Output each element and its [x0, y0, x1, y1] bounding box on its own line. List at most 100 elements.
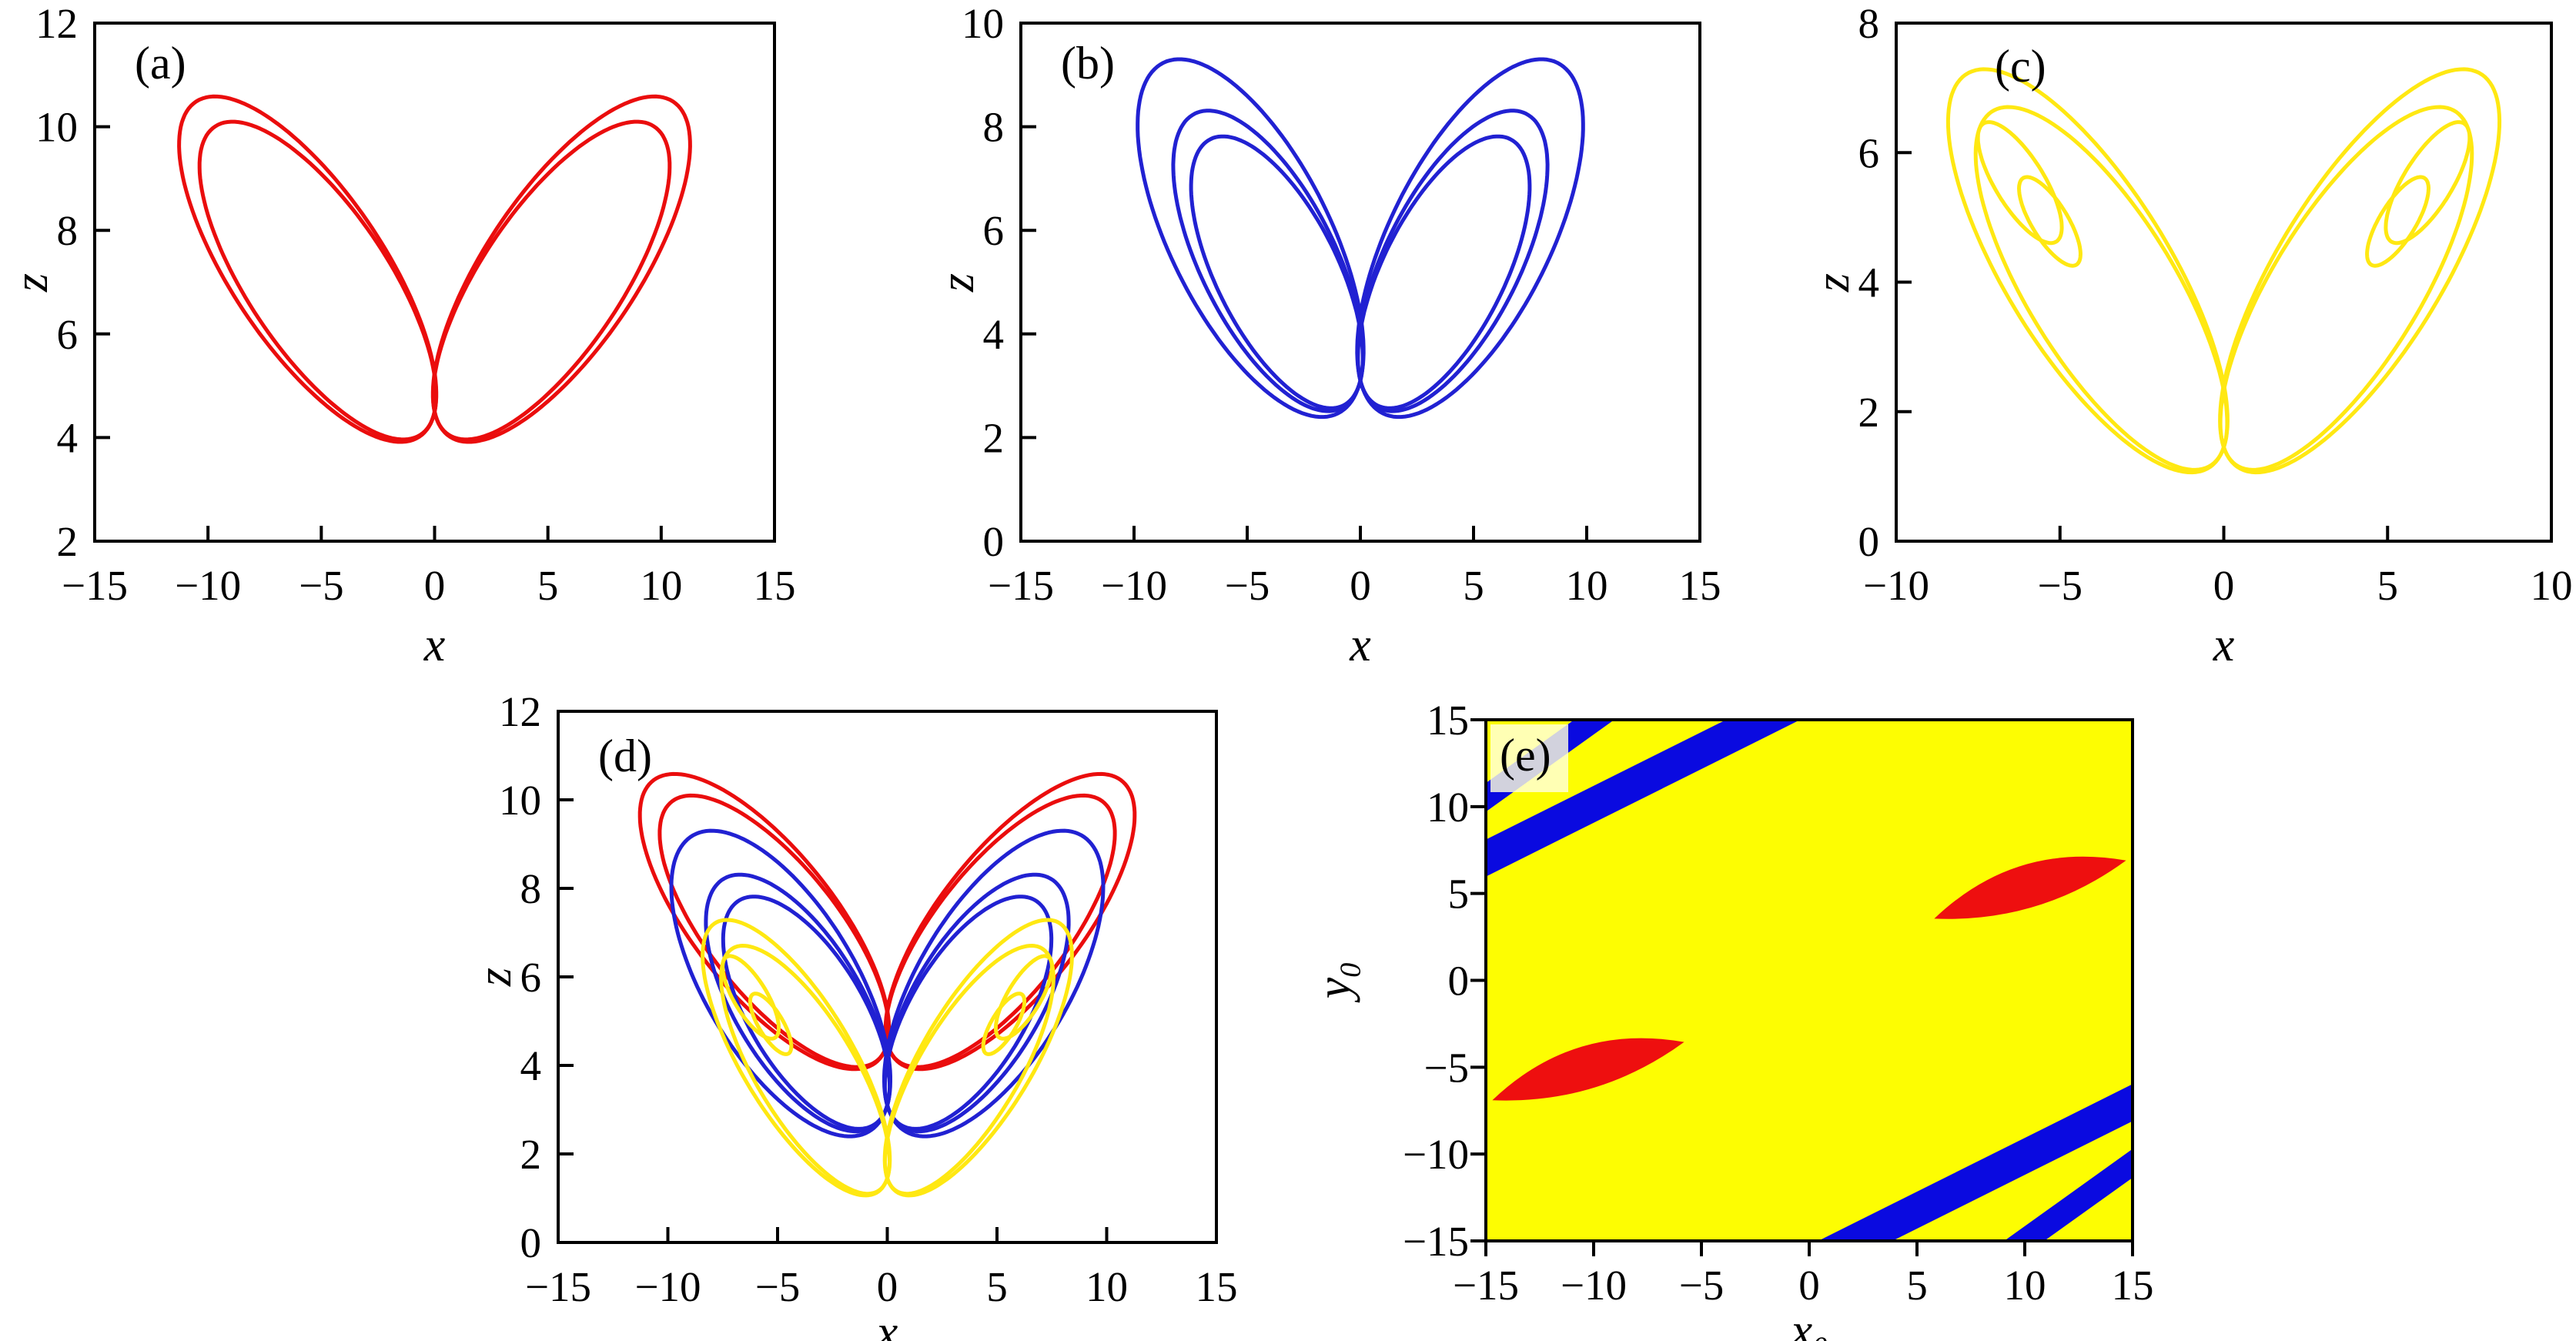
x-tick-label: 0	[1350, 562, 1371, 609]
y-tick-label: 4	[520, 1042, 542, 1089]
panel-d-tag: (d)	[598, 731, 652, 781]
y-tick-label: 5	[1448, 871, 1470, 918]
x-tick-label: 5	[537, 562, 559, 609]
x-tick-label: 15	[1196, 1263, 1238, 1310]
panel-c-ylabel: z	[1807, 273, 1859, 292]
x-tick-label: −10	[1863, 562, 1929, 609]
x-tick-label: 10	[1566, 562, 1608, 609]
x-tick-label: −10	[175, 562, 241, 609]
attractor-loop	[1356, 134, 1532, 410]
x-tick-label: −10	[1101, 562, 1167, 609]
x-tick-label: −15	[525, 1263, 591, 1310]
attractor-loop	[701, 918, 892, 1198]
x-tick-label: −15	[988, 562, 1054, 609]
y-tick-label: 6	[983, 207, 1005, 254]
panel-a-plot: −15 −10 −5 0 5 10 15 2 4 6 8 10 12	[35, 0, 796, 609]
attractor-loop	[431, 119, 672, 442]
y-tick-label: 4	[1858, 259, 1880, 306]
panel-e-plot: −15 −10 −5 0 5 10 15 −15 −10 −5 0 5 10 15	[1403, 697, 2154, 1309]
panel-c-data-layer	[1945, 67, 2502, 475]
y-tick-label: 15	[1427, 697, 1469, 744]
panel-a-ylabel-text: z	[5, 273, 58, 292]
panel-e-xlabel-text: x	[1791, 1305, 1813, 1341]
x-tick-label: −5	[1679, 1262, 1725, 1309]
panel-e-xlabel-subscript: 0	[1812, 1331, 1827, 1341]
panel-a-data-layer	[177, 94, 692, 444]
y-tick-label: 6	[57, 311, 79, 358]
x-tick-label: −5	[299, 562, 344, 609]
panel-d-ylabel: z	[469, 968, 521, 986]
basin-blue-stripe	[1818, 1084, 2133, 1241]
x-tick-label: −5	[755, 1263, 801, 1310]
x-tick-label: 0	[877, 1263, 898, 1310]
panel-b-ylabel: z	[932, 273, 984, 291]
panel-a-xlabel-text: x	[423, 619, 446, 671]
x-tick-label: 10	[1086, 1263, 1128, 1310]
y-tick-label: 10	[962, 0, 1004, 47]
panel-d-xlabel: x	[877, 1309, 898, 1341]
x-tick-label: 15	[2112, 1262, 2154, 1309]
y-tick-label: 0	[1448, 958, 1470, 1005]
panel-b-data-layer	[1136, 57, 1585, 420]
y-tick-label: −15	[1403, 1218, 1469, 1265]
panel-d-frame	[557, 710, 1218, 1244]
panel-b-tag: (b)	[1061, 38, 1115, 89]
attractor-loop	[721, 954, 781, 1041]
x-tick-label: 15	[1679, 562, 1721, 609]
y-tick-label: 6	[1858, 129, 1880, 176]
attractor-loop	[177, 94, 439, 444]
panel-e-data-layer	[1486, 720, 2133, 1241]
y-tick-label: 12	[35, 0, 78, 47]
x-tick-label: 5	[986, 1263, 1008, 1310]
panel-b-xlabel-text: x	[1350, 619, 1371, 671]
x-tick-label: −5	[1225, 562, 1270, 609]
y-tick-label: 2	[57, 518, 79, 565]
attractor-loop	[883, 771, 1137, 1072]
attractor-loop	[882, 918, 1074, 1198]
panel-b-xlabel: x	[1350, 621, 1371, 669]
x-tick-label: 10	[640, 562, 682, 609]
panel-c-frame	[1895, 22, 2553, 543]
panel-e-xlabel: x0	[1791, 1307, 1828, 1341]
attractor-loop	[637, 771, 892, 1072]
basin-blue-stripe	[1486, 720, 1801, 877]
y-tick-label: −5	[1423, 1044, 1469, 1091]
attractor-loop	[883, 944, 1055, 1196]
y-tick-label: 4	[983, 311, 1005, 358]
attractor-loop	[430, 94, 692, 444]
panel-d-plot: −15 −10 −5 0 5 10 15 0 2 4 6 8 10 12	[499, 688, 1238, 1310]
basin-red-island	[1934, 856, 2126, 919]
y-tick-label: 6	[520, 954, 542, 1001]
panel-c-ylabel-text: z	[1807, 273, 1859, 292]
attractor-loop	[1975, 120, 2064, 246]
panel-e-ylabel-subscript: 0	[1334, 962, 1367, 978]
y-tick-label: 0	[983, 518, 1005, 565]
panel-e-tag: (e)	[1490, 724, 1568, 792]
panel-b-frame	[1019, 22, 1701, 543]
attractor-loop	[993, 954, 1054, 1041]
basin-blue-stripe	[2004, 1149, 2133, 1241]
y-tick-label: 0	[520, 1219, 542, 1266]
panel-a-xlabel: x	[424, 621, 446, 669]
y-tick-label: 8	[1858, 0, 1880, 47]
x-tick-label: −15	[62, 562, 128, 609]
attractor-loop	[197, 119, 438, 442]
y-tick-label: 0	[1858, 518, 1880, 565]
y-tick-label: 8	[57, 207, 79, 254]
panel-e-ylabel-text: y	[1308, 977, 1361, 998]
x-tick-label: 5	[2377, 562, 2399, 609]
x-tick-label: 10	[2004, 1262, 2046, 1309]
y-tick-label: 2	[1858, 389, 1880, 436]
y-tick-label: 2	[520, 1131, 542, 1178]
x-tick-label: 0	[1798, 1262, 1820, 1309]
attractor-loop	[981, 992, 1027, 1056]
y-tick-label: 12	[499, 688, 541, 735]
attractor-loop	[882, 895, 1054, 1131]
y-tick-label: 10	[499, 777, 541, 824]
attractor-loop	[2218, 67, 2502, 475]
panel-d-xlabel-text: x	[876, 1306, 898, 1341]
panel-a-tag: (a)	[135, 38, 186, 89]
y-tick-label: 10	[35, 104, 78, 151]
